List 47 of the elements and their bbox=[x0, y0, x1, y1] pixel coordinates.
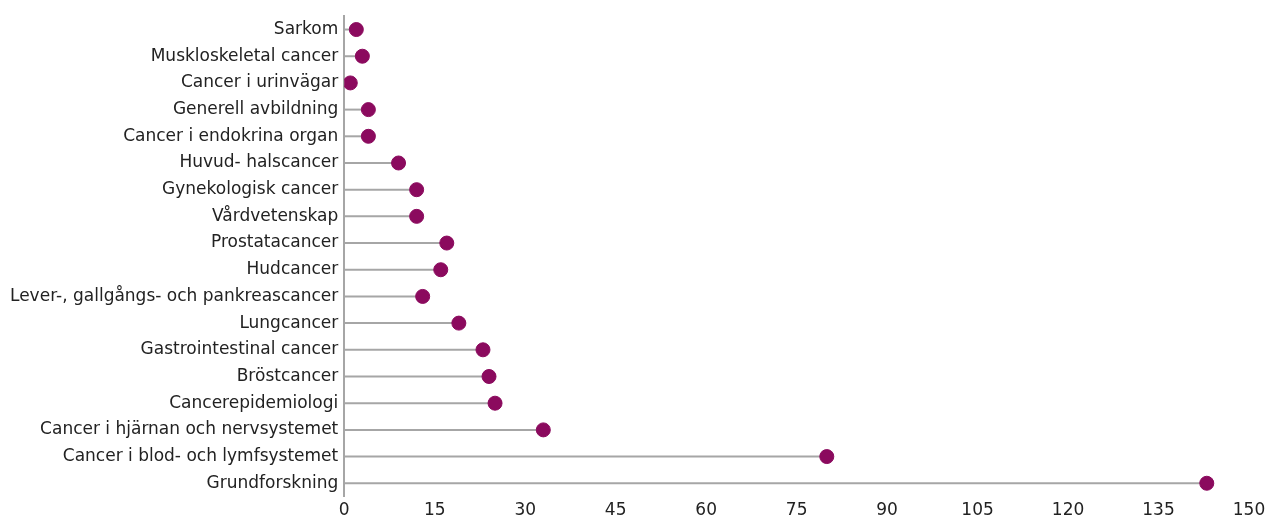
x-tick-label: 90 bbox=[876, 499, 898, 520]
y-tick-label: Huvud- halscancer bbox=[179, 151, 339, 172]
y-tick-label: Vårdvetenskap bbox=[212, 204, 339, 225]
y-tick-label: Prostatacancer bbox=[210, 231, 339, 252]
y-tick-label: Cancerepidemiologi bbox=[169, 391, 339, 412]
x-tick-label: 105 bbox=[961, 499, 994, 520]
point bbox=[439, 235, 455, 251]
point bbox=[433, 262, 449, 278]
y-tick-label: Generell avbildning bbox=[172, 98, 339, 119]
point bbox=[354, 48, 370, 64]
x-tick-label: 60 bbox=[695, 499, 717, 520]
x-tick-label: 15 bbox=[423, 499, 446, 520]
x-tick-label: 0 bbox=[338, 499, 350, 520]
y-tick-label: Sarkom bbox=[273, 17, 339, 38]
point bbox=[481, 369, 497, 384]
point bbox=[415, 288, 431, 304]
y-tick-label: Cancer i hjärnan och nervsystemet bbox=[40, 418, 339, 439]
point bbox=[409, 208, 425, 224]
x-tick-label: 135 bbox=[1142, 499, 1175, 520]
y-tick-label: Muskloskeletal cancer bbox=[150, 44, 339, 65]
y-tick-label: Bröstcancer bbox=[236, 364, 339, 385]
y-tick-label: Gynekologisk cancer bbox=[162, 178, 339, 199]
point bbox=[451, 315, 467, 331]
point bbox=[344, 75, 358, 91]
x-tick-label: 75 bbox=[785, 499, 808, 520]
point bbox=[1199, 475, 1215, 491]
point bbox=[391, 155, 407, 171]
x-tick-label: 150 bbox=[1232, 499, 1266, 520]
x-tick-label: 120 bbox=[1051, 499, 1085, 520]
point bbox=[475, 342, 491, 358]
x-tick-label: 45 bbox=[604, 499, 627, 520]
point bbox=[535, 422, 551, 438]
point bbox=[348, 22, 364, 38]
y-tick-label: Gastrointestinal cancer bbox=[140, 338, 339, 359]
point bbox=[487, 395, 503, 411]
point bbox=[819, 449, 835, 465]
point bbox=[360, 102, 376, 118]
y-tick-label: Hudcancer bbox=[246, 258, 339, 279]
y-tick-label: Cancer i endokrina organ bbox=[123, 124, 339, 145]
point bbox=[409, 182, 425, 198]
y-tick-label: Lungcancer bbox=[239, 311, 339, 332]
y-tick-label: Lever-, gallgångs- och pankreascancer bbox=[9, 284, 339, 305]
y-tick-label: Cancer i urinvägar bbox=[180, 71, 339, 92]
y-tick-label: Cancer i blod- och lymfsystemet bbox=[62, 444, 339, 465]
y-tick-label: Grundforskning bbox=[206, 471, 339, 492]
x-tick-label: 30 bbox=[514, 499, 537, 520]
point bbox=[360, 128, 376, 144]
